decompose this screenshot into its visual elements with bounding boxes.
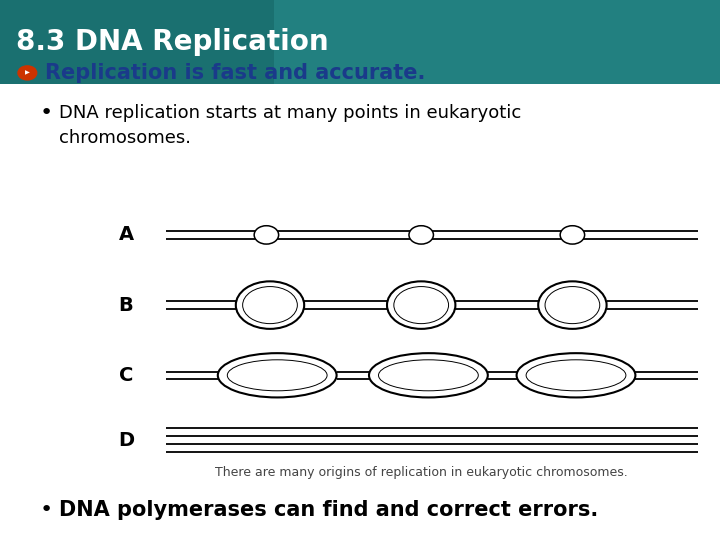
Text: B: B: [119, 295, 133, 315]
Text: D: D: [118, 430, 134, 450]
Text: ▶: ▶: [25, 70, 30, 76]
Ellipse shape: [228, 360, 327, 391]
Ellipse shape: [236, 281, 304, 329]
Ellipse shape: [243, 287, 297, 323]
Text: DNA polymerases can find and correct errors.: DNA polymerases can find and correct err…: [59, 500, 598, 521]
Text: •: •: [40, 500, 53, 521]
Ellipse shape: [517, 353, 636, 397]
Ellipse shape: [217, 353, 337, 397]
Ellipse shape: [545, 287, 600, 323]
Text: There are many origins of replication in eukaryotic chromosomes.: There are many origins of replication in…: [215, 466, 628, 479]
Circle shape: [409, 226, 433, 244]
Circle shape: [560, 226, 585, 244]
Ellipse shape: [526, 360, 626, 391]
Bar: [0, 0, 720, 84]
Circle shape: [254, 226, 279, 244]
Text: chromosomes.: chromosomes.: [59, 129, 191, 147]
Text: •: •: [40, 103, 53, 124]
Text: DNA replication starts at many points in eukaryotic: DNA replication starts at many points in…: [59, 104, 521, 123]
Ellipse shape: [387, 281, 456, 329]
Ellipse shape: [394, 287, 449, 323]
Bar: [274, 0, 720, 84]
Ellipse shape: [369, 353, 488, 397]
Text: A: A: [118, 225, 134, 245]
Circle shape: [18, 66, 37, 80]
Text: 8.3 DNA Replication: 8.3 DNA Replication: [16, 28, 328, 56]
Text: Replication is fast and accurate.: Replication is fast and accurate.: [45, 63, 425, 83]
Text: C: C: [119, 366, 133, 385]
Ellipse shape: [538, 281, 606, 329]
Ellipse shape: [379, 360, 478, 391]
